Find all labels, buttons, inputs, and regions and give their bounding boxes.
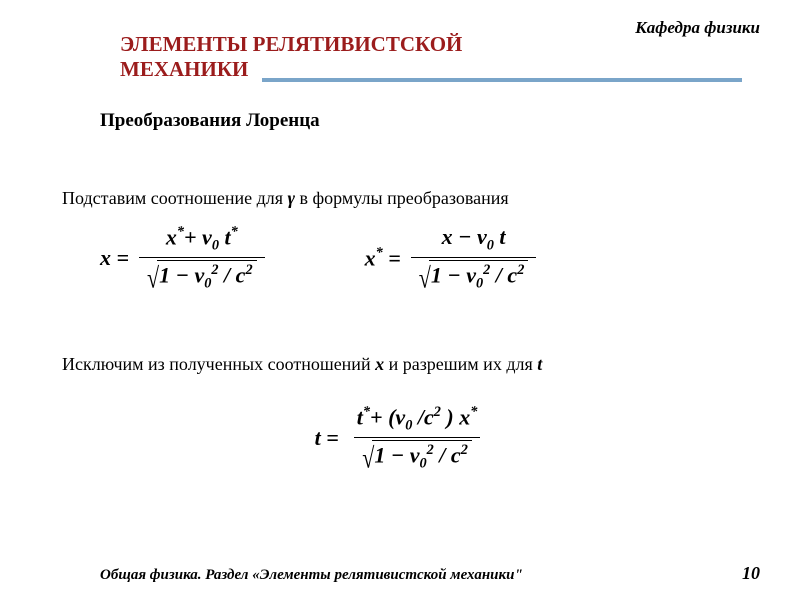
gamma-symbol: γ [288,188,296,208]
formula-row-2: t = t*+ (v0 /c2 ) x* √ 1 − v02 / c2 [0,404,800,472]
formula-xstar-lhs: x* = [365,245,411,271]
page-number: 10 [742,563,760,584]
department-label: Кафедра физики [635,18,760,38]
x-symbol: x [375,354,384,374]
formula-xstar: x* = x − v0 t √ 1 − v02 / c2 [365,224,537,292]
formula-x-num: x*+ v0 t* [158,224,246,257]
formula-t: t = t*+ (v0 /c2 ) x* √ 1 − v02 / c2 [315,404,486,472]
formula-row-1: x = x*+ v0 t* √ 1 − v02 / c2 x* = x − v0… [100,224,536,292]
formula-x: x = x*+ v0 t* √ 1 − v02 / c2 [100,224,265,292]
footer-text: Общая физика. Раздел «Элементы релятивис… [100,567,523,584]
formula-xstar-den: √ 1 − v02 / c2 [411,257,537,293]
slide-title: ЭЛЕМЕНТЫ РЕЛЯТИВИСТСКОЙ МЕХАНИКИ [120,32,462,82]
paragraph-1: Подставим соотношение для γ в формулы пр… [62,188,509,209]
formula-t-den: √ 1 − v02 / c2 [354,437,480,473]
subtitle: Преобразования Лоренца [100,110,320,132]
formula-t-lhs: t = [315,425,349,451]
formula-x-lhs: x = [100,245,139,271]
title-rule [262,78,742,82]
footer: Общая физика. Раздел «Элементы релятивис… [100,563,760,584]
t-symbol: t [537,354,542,374]
title-line1: ЭЛЕМЕНТЫ РЕЛЯТИВИСТСКОЙ [120,32,462,57]
formula-xstar-num: x − v0 t [434,224,514,256]
para1-pre: Подставим соотношение для [62,188,288,208]
para2-mid: и разрешим их для [384,354,537,374]
para1-post: в формулы преобразования [295,188,509,208]
para2-pre: Исключим из полученных соотношений [62,354,375,374]
formula-x-den: √ 1 − v02 / c2 [139,257,265,293]
formula-t-num: t*+ (v0 /c2 ) x* [349,404,486,437]
sqrt-icon: √ [362,442,374,476]
sqrt-icon: √ [147,262,159,296]
paragraph-2: Исключим из полученных соотношений x и р… [62,354,542,375]
sqrt-icon: √ [419,262,431,296]
